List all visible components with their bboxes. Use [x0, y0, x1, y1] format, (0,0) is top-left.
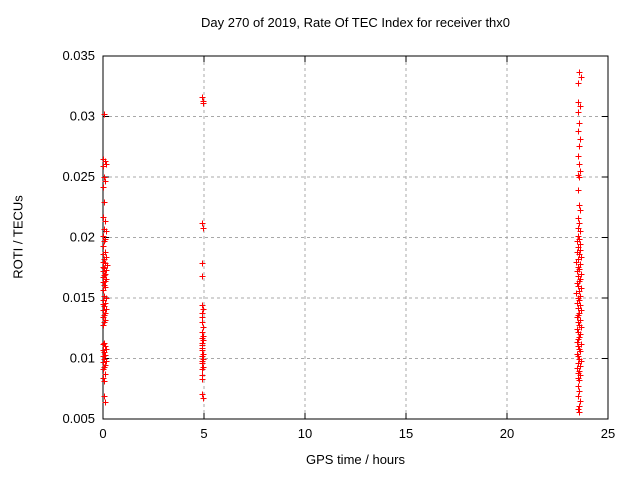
x-tick-label: 10 — [298, 426, 312, 441]
x-tick-label: 15 — [399, 426, 413, 441]
x-tick-label: 0 — [99, 426, 106, 441]
chart-title: Day 270 of 2019, Rate Of TEC Index for r… — [200, 15, 511, 30]
data-point-markers — [100, 69, 585, 416]
x-tick-label: 25 — [601, 426, 615, 441]
y-tick-label: 0.03 — [70, 109, 95, 124]
y-tick-label: 0.02 — [70, 230, 95, 245]
x-tick-label: 5 — [200, 426, 207, 441]
x-axis-label: GPS time / hours — [306, 452, 405, 467]
y-tick-label: 0.005 — [62, 411, 95, 426]
y-tick-label: 0.01 — [70, 351, 95, 366]
y-tick-label: 0.035 — [62, 48, 95, 63]
y-tick-label: 0.025 — [62, 169, 95, 184]
x-tick-label: 20 — [500, 426, 514, 441]
y-tick-label: 0.015 — [62, 290, 95, 305]
